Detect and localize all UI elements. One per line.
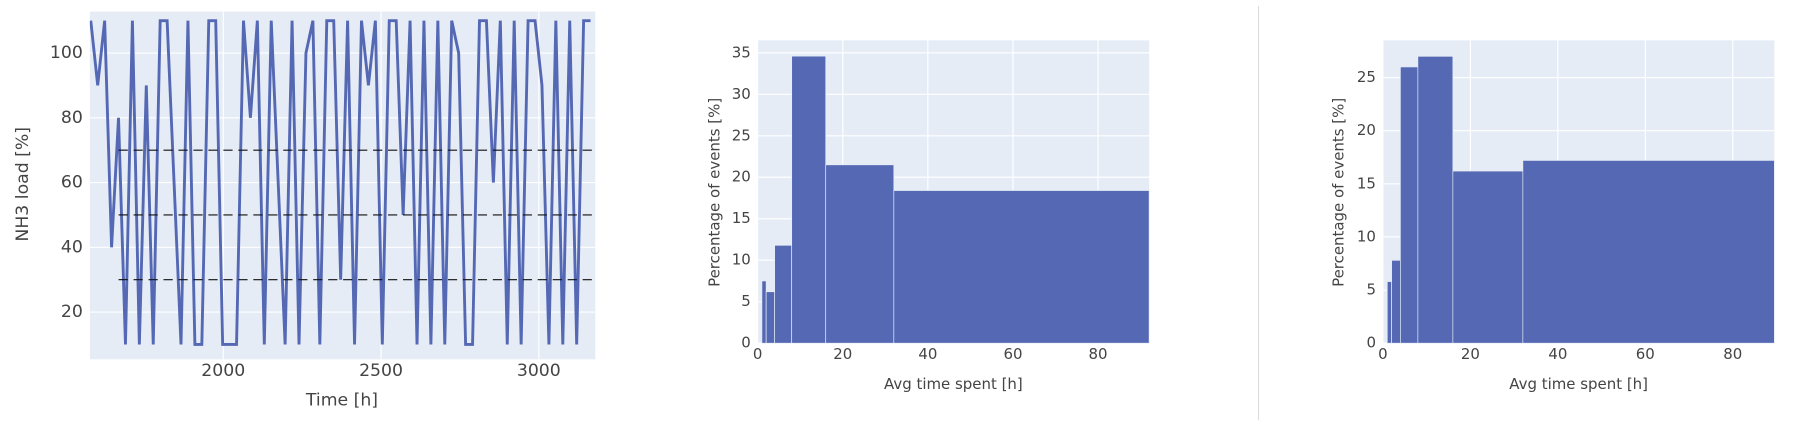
bar [1417,55,1454,344]
y-tick-label: 20 [61,302,83,322]
bar [1452,170,1524,344]
x-tick-label: 80 [1723,345,1742,363]
bar [761,280,767,344]
y-tick-label: 0 [1366,334,1376,352]
y-tick-label: 15 [732,209,751,227]
bar [893,190,1150,344]
x-tick-label: 2000 [201,361,245,381]
y-tick-label: 15 [1357,174,1376,192]
y-tick-label: 5 [741,292,751,310]
y-tick-label: 20 [732,168,751,186]
y-tick-label: 25 [1357,68,1376,86]
chart: 20 40 60 80 100 2000 2500 3000 NH3 load [%] Time … [13,11,596,411]
x-tick-label: 60 [1003,345,1022,363]
y-tick-label: 40 [61,237,83,257]
chart: 0 5 10 15 20 25 30 35 0 20 40 60 80 Percentage of eve… [706,40,1150,393]
x-tick-label: 40 [1548,345,1567,363]
x-tick-label: 2500 [359,361,403,381]
y-tick-label: 10 [1357,227,1376,245]
x-tick-label: 20 [833,345,852,363]
y-axis-title: Percentage of events [%] [706,98,724,287]
bar [1386,281,1392,344]
x-axis-title: Avg time spent [h] [884,375,1023,393]
y-tick-label: 25 [732,126,751,144]
bar [1400,66,1419,344]
y-axis-title: Percentage of events [%] [1330,98,1348,287]
y-tick-label: 30 [732,85,751,103]
bar [791,55,827,344]
y-tick-label: 0 [741,334,751,352]
x-tick-label: 3000 [517,361,561,381]
x-axis-title: Time [h] [305,391,378,411]
x-tick-label: 80 [1089,345,1108,363]
x-axis-title: Avg time spent [h] [1509,375,1648,393]
y-tick-label: 10 [732,251,751,269]
y-axis-title: NH3 load [%] [13,127,33,242]
bar [765,291,776,344]
chart: 0 5 10 15 20 25 0 20 40 60 80 Percentage of events … [1330,40,1775,393]
x-tick-label: 0 [753,345,763,363]
x-tick-label: 20 [1461,345,1480,363]
bar [1391,259,1401,344]
bar [825,164,895,344]
y-tick-label: 60 [61,173,83,193]
x-tick-label: 60 [1636,345,1655,363]
y-tick-label: 80 [61,108,83,128]
y-tick-label: 20 [1357,121,1376,139]
y-tick-label: 100 [50,43,83,63]
data-line [89,19,591,346]
bar [774,244,793,344]
x-tick-label: 40 [918,345,937,363]
x-tick-label: 0 [1378,345,1388,363]
y-tick-label: 5 [1366,281,1376,299]
y-tick-label: 35 [732,43,751,61]
bar [1522,160,1775,344]
